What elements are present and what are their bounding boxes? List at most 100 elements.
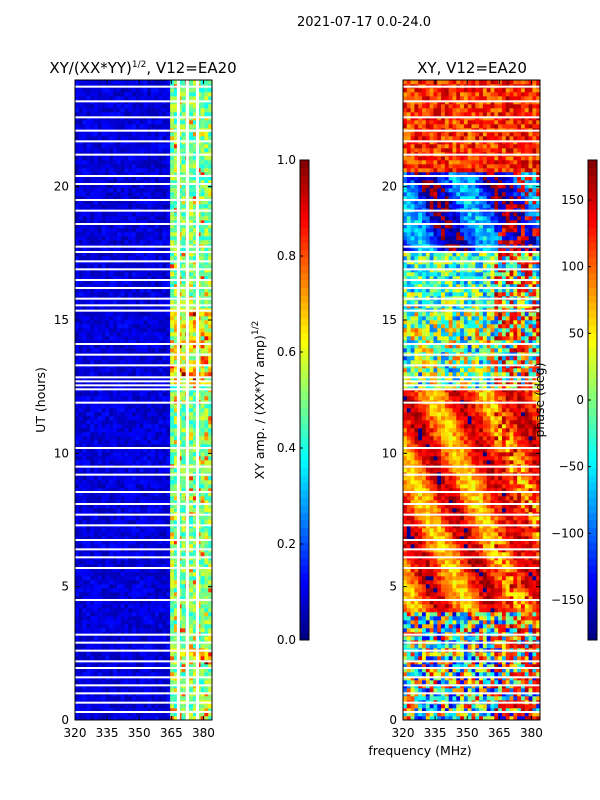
amplitude-heatmap-cell <box>109 536 114 541</box>
amplitude-heatmap-cell <box>78 704 83 709</box>
amplitude-heatmap-cell <box>162 320 167 325</box>
amplitude-heatmap-cell <box>204 220 209 225</box>
amplitude-heatmap-cell <box>154 176 160 181</box>
amplitude-heatmap-cell <box>151 180 156 185</box>
amplitude-heatmap-cell <box>151 404 156 409</box>
amplitude-heatmap-cell <box>151 652 156 657</box>
amplitude-heatmap-cell <box>139 360 144 365</box>
amplitude-heatmap-cell <box>173 324 179 329</box>
amplitude-heatmap-cell <box>75 696 80 701</box>
amplitude-heatmap-cell <box>116 484 121 489</box>
amplitude-heatmap-cell <box>124 476 129 481</box>
amplitude-heatmap-cell <box>154 276 160 281</box>
amplitude-heatmap-cell <box>147 164 152 169</box>
amplitude-heatmap-cell <box>94 688 99 693</box>
amplitude-heatmap-cell <box>162 272 167 277</box>
amplitude-heatmap-cell <box>139 504 144 509</box>
amplitude-heatmap-cell <box>189 412 194 417</box>
amplitude-heatmap-cell <box>192 612 198 617</box>
amplitude-heatmap-cell <box>158 544 163 549</box>
amplitude-heatmap-cell <box>97 200 102 205</box>
amplitude-heatmap-cell <box>135 180 140 185</box>
amplitude-heatmap-cell <box>166 220 171 225</box>
amplitude-heatmap-cell <box>86 552 91 557</box>
amplitude-heatmap-cell <box>158 540 163 545</box>
amplitude-heatmap-cell <box>135 176 140 181</box>
amplitude-heatmap-cell <box>158 396 163 401</box>
amplitude-heatmap-cell <box>135 196 140 201</box>
amplitude-heatmap-cell <box>128 592 133 597</box>
amplitude-heatmap-cell <box>116 216 121 221</box>
amplitude-heatmap-cell <box>208 500 213 505</box>
amplitude-heatmap-cell <box>113 628 118 633</box>
amplitude-heatmap-cell <box>170 204 175 209</box>
amplitude-heatmap-cell <box>151 540 156 545</box>
amplitude-heatmap-cell <box>113 164 118 169</box>
amplitude-heatmap-cell <box>200 500 205 505</box>
amplitude-heatmap-cell <box>162 184 167 189</box>
amplitude-heatmap-cell <box>166 624 171 629</box>
amplitude-heatmap-cell <box>173 484 179 489</box>
amplitude-heatmap-cell <box>124 444 129 449</box>
amplitude-heatmap-cell <box>90 172 95 177</box>
amplitude-heatmap-cell <box>124 204 129 209</box>
amplitude-heatmap-cell <box>158 656 163 661</box>
amplitude-heatmap-cell <box>170 668 175 673</box>
amplitude-heatmap-cell <box>128 276 133 281</box>
amplitude-heatmap-cell <box>192 196 198 201</box>
amplitude-heatmap-cell <box>124 668 129 673</box>
amplitude-heatmap-cell <box>192 680 198 685</box>
amplitude-heatmap-cell <box>105 532 110 537</box>
amplitude-heatmap-cell <box>90 412 95 417</box>
amplitude-heatmap-cell <box>135 436 140 441</box>
amplitude-heatmap-cell <box>105 620 110 625</box>
amplitude-heatmap-cell <box>75 288 80 293</box>
amplitude-heatmap-cell <box>116 356 121 361</box>
amplitude-heatmap-cell <box>135 712 140 717</box>
amplitude-heatmap-cell <box>139 584 144 589</box>
amplitude-heatmap-cell <box>147 704 152 709</box>
amplitude-heatmap-cell <box>135 604 140 609</box>
amplitude-heatmap-cell <box>128 392 133 397</box>
amplitude-heatmap-cell <box>181 592 186 597</box>
amplitude-heatmap-cell <box>208 608 213 613</box>
amplitude-heatmap-cell <box>135 608 140 613</box>
amplitude-heatmap-cell <box>82 588 87 593</box>
amplitude-heatmap-cell <box>94 324 99 329</box>
amplitude-heatmap-cell <box>105 292 110 297</box>
amplitude-heatmap-cell <box>147 284 152 289</box>
amplitude-heatmap-cell <box>94 712 99 717</box>
amplitude-heatmap-cell <box>162 716 167 721</box>
amplitude-heatmap-cell <box>173 216 179 221</box>
amplitude-heatmap-cell <box>97 184 102 189</box>
amplitude-heatmap-cell <box>200 180 205 185</box>
amplitude-heatmap-cell <box>113 396 118 401</box>
amplitude-heatmap-cell <box>200 572 205 577</box>
amplitude-heatmap-cell <box>124 216 129 221</box>
amplitude-heatmap-cell <box>86 212 91 217</box>
amplitude-heatmap-cell <box>101 420 106 425</box>
amplitude-heatmap-cell <box>124 344 129 349</box>
amplitude-heatmap-cell <box>208 184 213 189</box>
amplitude-heatmap-cell <box>143 644 148 649</box>
amplitude-heatmap-cell <box>143 580 148 585</box>
amplitude-heatmap-cell <box>113 416 118 421</box>
amplitude-heatmap-cell <box>94 716 99 721</box>
amplitude-heatmap-cell <box>170 588 175 593</box>
amplitude-heatmap-cell <box>116 228 121 233</box>
amplitude-heatmap-cell <box>120 644 125 649</box>
amplitude-heatmap-cell <box>128 552 133 557</box>
amplitude-heatmap-cell <box>97 600 102 605</box>
amplitude-heatmap-cell <box>128 252 133 257</box>
amplitude-heatmap-cell <box>192 176 198 181</box>
amplitude-heatmap-cell <box>173 540 179 545</box>
amplitude-heatmap-cell <box>90 324 95 329</box>
amplitude-heatmap-cell <box>135 624 140 629</box>
amplitude-heatmap-cell <box>94 592 99 597</box>
amplitude-heatmap-cell <box>158 416 163 421</box>
amplitude-heatmap-cell <box>158 484 163 489</box>
amplitude-heatmap-cell <box>162 504 167 509</box>
amplitude-heatmap-cell <box>208 272 213 277</box>
amplitude-heatmap-cell <box>208 192 213 197</box>
amplitude-heatmap-cell <box>173 168 179 173</box>
